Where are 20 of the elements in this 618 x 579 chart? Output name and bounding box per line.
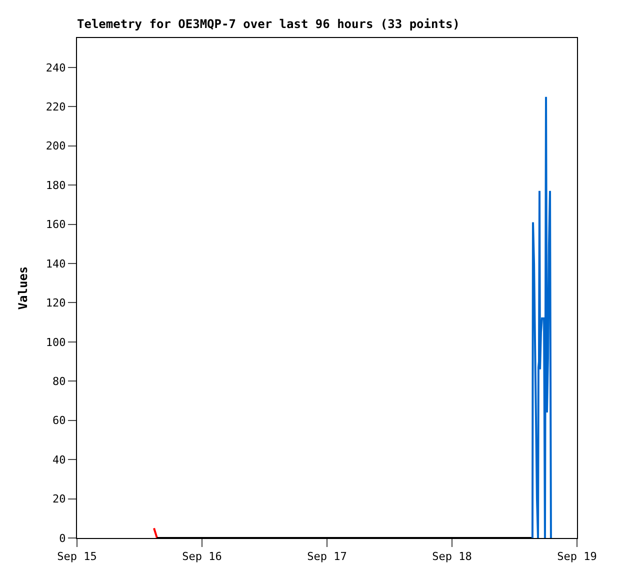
y-tick-label: 100 — [46, 336, 66, 349]
y-tick-label: 120 — [46, 296, 66, 310]
y-tick-label: 240 — [46, 61, 66, 74]
y-tick-label: 60 — [52, 414, 66, 428]
y-tick-label: 140 — [46, 257, 66, 270]
x-tick-label: Sep 19 — [557, 550, 597, 564]
y-tick-label: 160 — [46, 218, 66, 232]
y-tick-label: 40 — [52, 453, 66, 466]
x-tick-label: Sep 17 — [307, 550, 347, 564]
y-tick-label: 220 — [46, 100, 66, 114]
y-tick-label: 0 — [59, 532, 66, 545]
y-tick-label: 20 — [52, 492, 66, 506]
y-tick-label: 180 — [46, 178, 66, 192]
y-tick-label: 80 — [52, 374, 66, 388]
y-axis-title: Values — [16, 266, 30, 310]
x-tick-label: Sep 15 — [57, 550, 97, 564]
x-tick-label: Sep 18 — [432, 550, 472, 564]
x-tick-label: Sep 16 — [182, 550, 222, 564]
y-tick-label: 200 — [46, 140, 66, 153]
chart-title: Telemetry for OE3MQP-7 over last 96 hours (33 points) — [77, 17, 460, 32]
